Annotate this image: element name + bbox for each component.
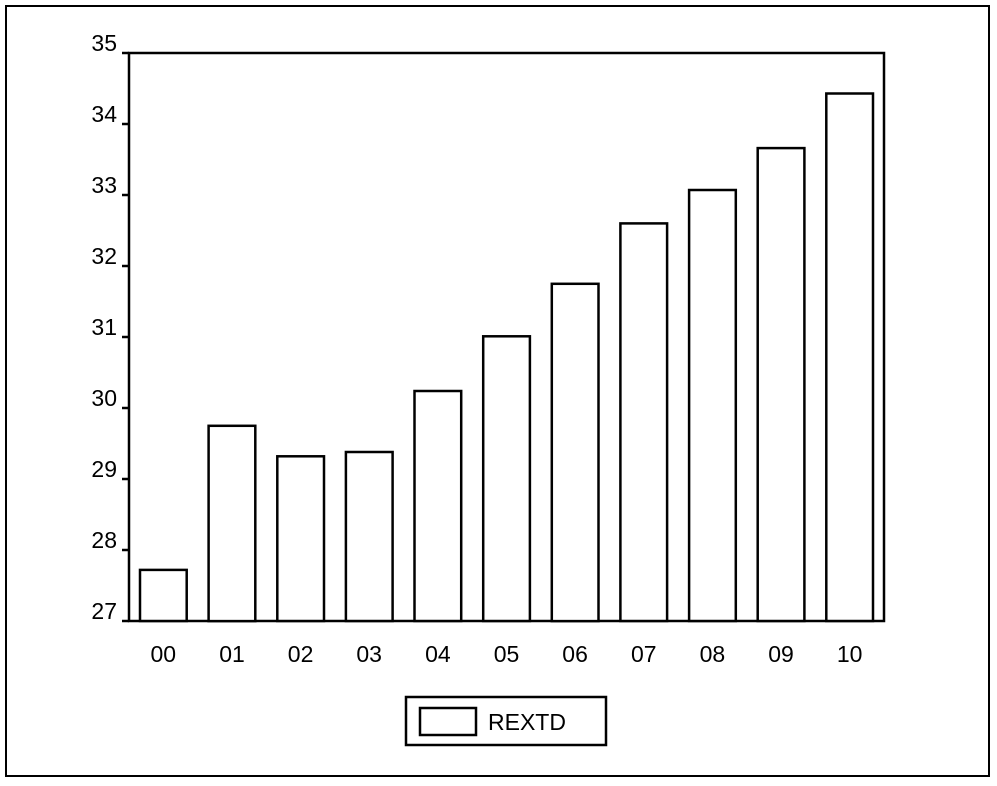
- y-tick-label: 29: [91, 456, 117, 482]
- x-tick-label: 02: [288, 641, 314, 667]
- legend-swatch: [418, 706, 478, 737]
- x-tick-label: 00: [151, 641, 177, 667]
- legend: REXTD: [404, 695, 608, 747]
- x-tick-label: 05: [494, 641, 520, 667]
- y-tick-label: 32: [91, 243, 117, 269]
- legend-label: REXTD: [488, 709, 566, 735]
- x-axis: 00 01 02 03 04 05 06 07 08 09 10: [151, 641, 863, 667]
- x-tick-label: 06: [562, 641, 588, 667]
- plot-area: [127, 51, 886, 623]
- bar-03: [344, 450, 394, 623]
- bar-09: [756, 146, 806, 623]
- y-axis: 27 28 29 30 31 32 33 34 35: [91, 30, 129, 624]
- x-tick-label: 07: [631, 641, 657, 667]
- bar-02: [276, 455, 326, 623]
- x-tick-label: 03: [356, 641, 382, 667]
- y-tick-label: 31: [91, 314, 117, 340]
- bar-05: [481, 335, 532, 623]
- y-tick-label: 34: [91, 101, 117, 127]
- bar-06: [550, 282, 600, 623]
- y-tick-label: 33: [91, 172, 117, 198]
- bar-08: [687, 188, 738, 623]
- x-tick-label: 10: [837, 641, 863, 667]
- x-tick-label: 08: [700, 641, 726, 667]
- y-tick-label: 30: [91, 385, 117, 411]
- y-tick-label: 28: [91, 527, 117, 553]
- x-tick-label: 09: [768, 641, 794, 667]
- y-tick-label: 35: [91, 30, 117, 56]
- bar-07: [619, 222, 669, 623]
- bar-10: [825, 92, 875, 623]
- x-tick-label: 01: [219, 641, 245, 667]
- bar-01: [207, 424, 257, 623]
- x-tick-label: 04: [425, 641, 451, 667]
- y-tick-label: 27: [91, 598, 117, 624]
- bar-04: [413, 389, 463, 623]
- bar-00: [138, 568, 188, 623]
